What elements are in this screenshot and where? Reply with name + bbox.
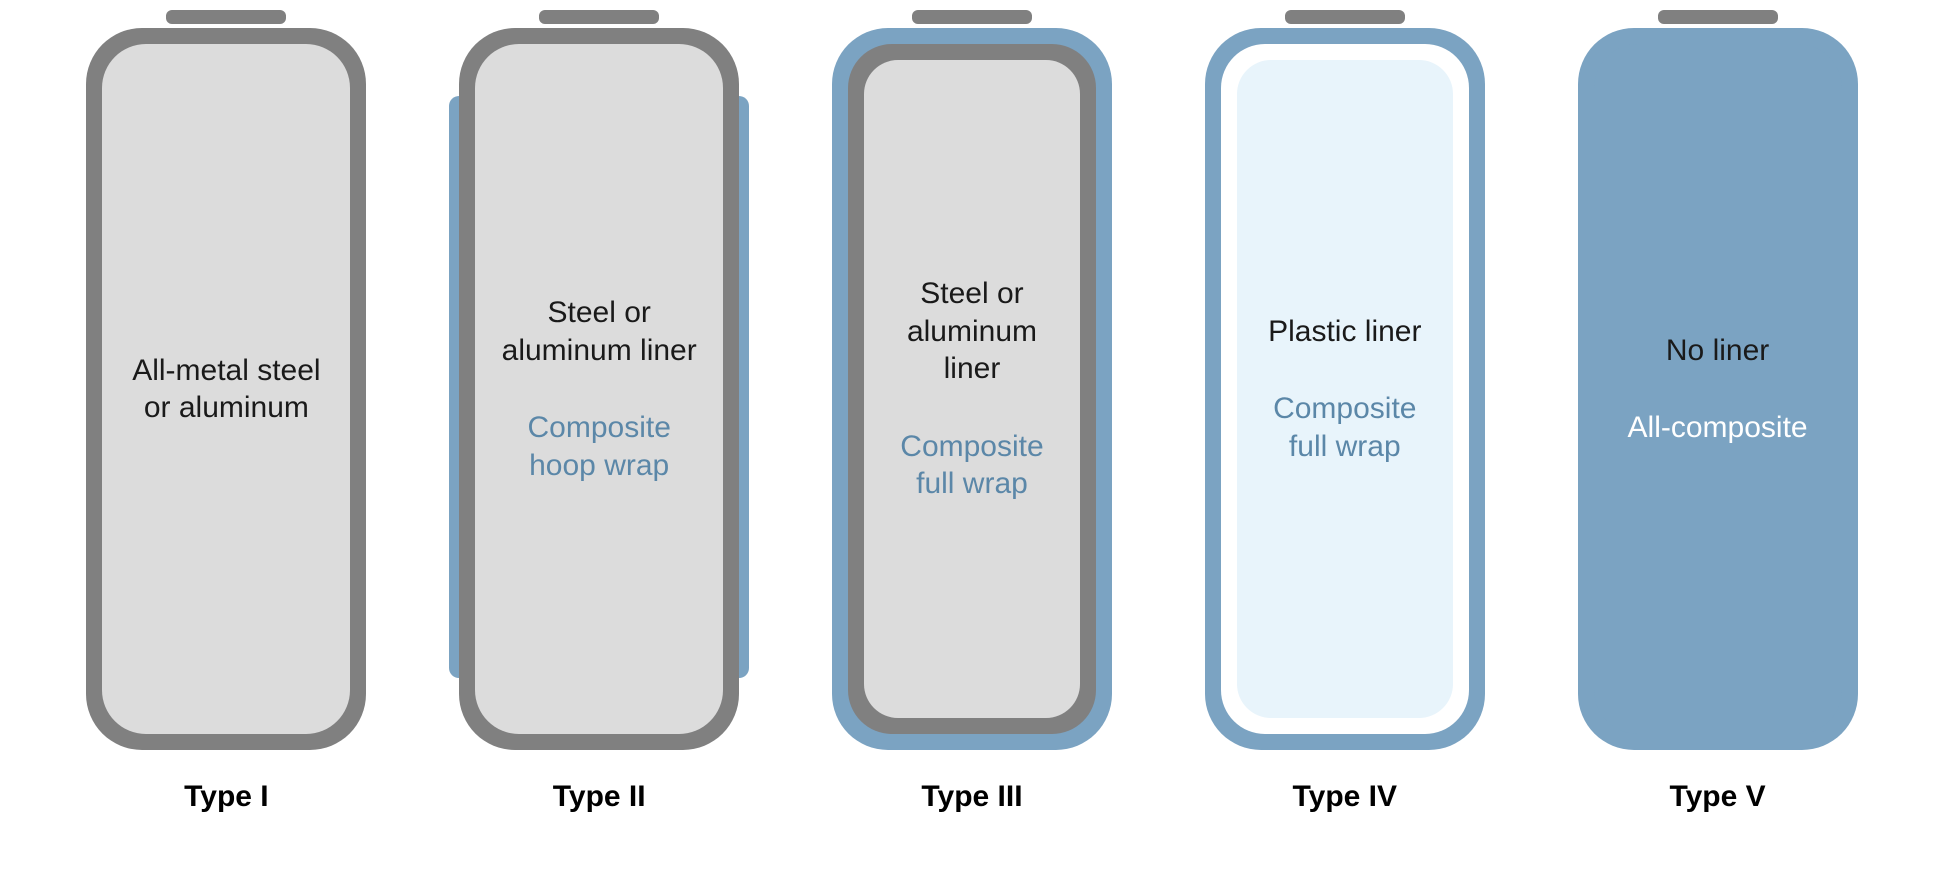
tank-label: Type III <box>921 780 1022 814</box>
tank-inner: All-metal steel or aluminum <box>102 44 350 734</box>
tank-label: Type I <box>184 780 268 814</box>
tank-visual: All-metal steel or aluminum <box>76 10 376 750</box>
tank-cap <box>166 10 286 24</box>
tank-type-iii: Steel or aluminum liner Composite full w… <box>802 10 1142 814</box>
tank-text-line2: Composite full wrap <box>882 428 1062 503</box>
tank-visual: Steel or aluminum liner Composite hoop w… <box>449 10 749 750</box>
tank-text-line2: Composite full wrap <box>1255 390 1435 465</box>
tank-visual: Plastic liner Composite full wrap <box>1195 10 1495 750</box>
tank-text-line1: Steel or aluminum liner <box>882 275 1062 388</box>
tank-label: Type II <box>553 780 646 814</box>
tank-text-line1: Steel or aluminum liner <box>493 294 705 369</box>
tank-inner: Plastic liner Composite full wrap <box>1237 60 1453 718</box>
tank-inner: No liner All-composite <box>1594 44 1842 734</box>
tank-visual: Steel or aluminum liner Composite full w… <box>822 10 1122 750</box>
tank-text-line2: All-composite <box>1628 409 1808 447</box>
tank-inner: Steel or aluminum liner Composite hoop w… <box>475 44 723 734</box>
tank-type-iv: Plastic liner Composite full wrap Type I… <box>1175 10 1515 814</box>
tank-label: Type V <box>1670 780 1766 814</box>
tank-cap <box>1658 10 1778 24</box>
tank-text-line2: Composite hoop wrap <box>493 409 705 484</box>
tank-cap <box>1285 10 1405 24</box>
tank-type-ii: Steel or aluminum liner Composite hoop w… <box>429 10 769 814</box>
tank-visual: No liner All-composite <box>1568 10 1868 750</box>
tank-cap <box>912 10 1032 24</box>
tank-text-line1: All-metal steel or aluminum <box>120 352 332 427</box>
tank-type-v: No liner All-composite Type V <box>1548 10 1888 814</box>
tank-text-line1: Plastic liner <box>1268 313 1421 351</box>
tank-text-line1: No liner <box>1666 332 1769 370</box>
tank-label: Type IV <box>1293 780 1397 814</box>
tank-inner: Steel or aluminum liner Composite full w… <box>864 60 1080 718</box>
tank-cap <box>539 10 659 24</box>
tank-type-i: All-metal steel or aluminum Type I <box>56 10 396 814</box>
